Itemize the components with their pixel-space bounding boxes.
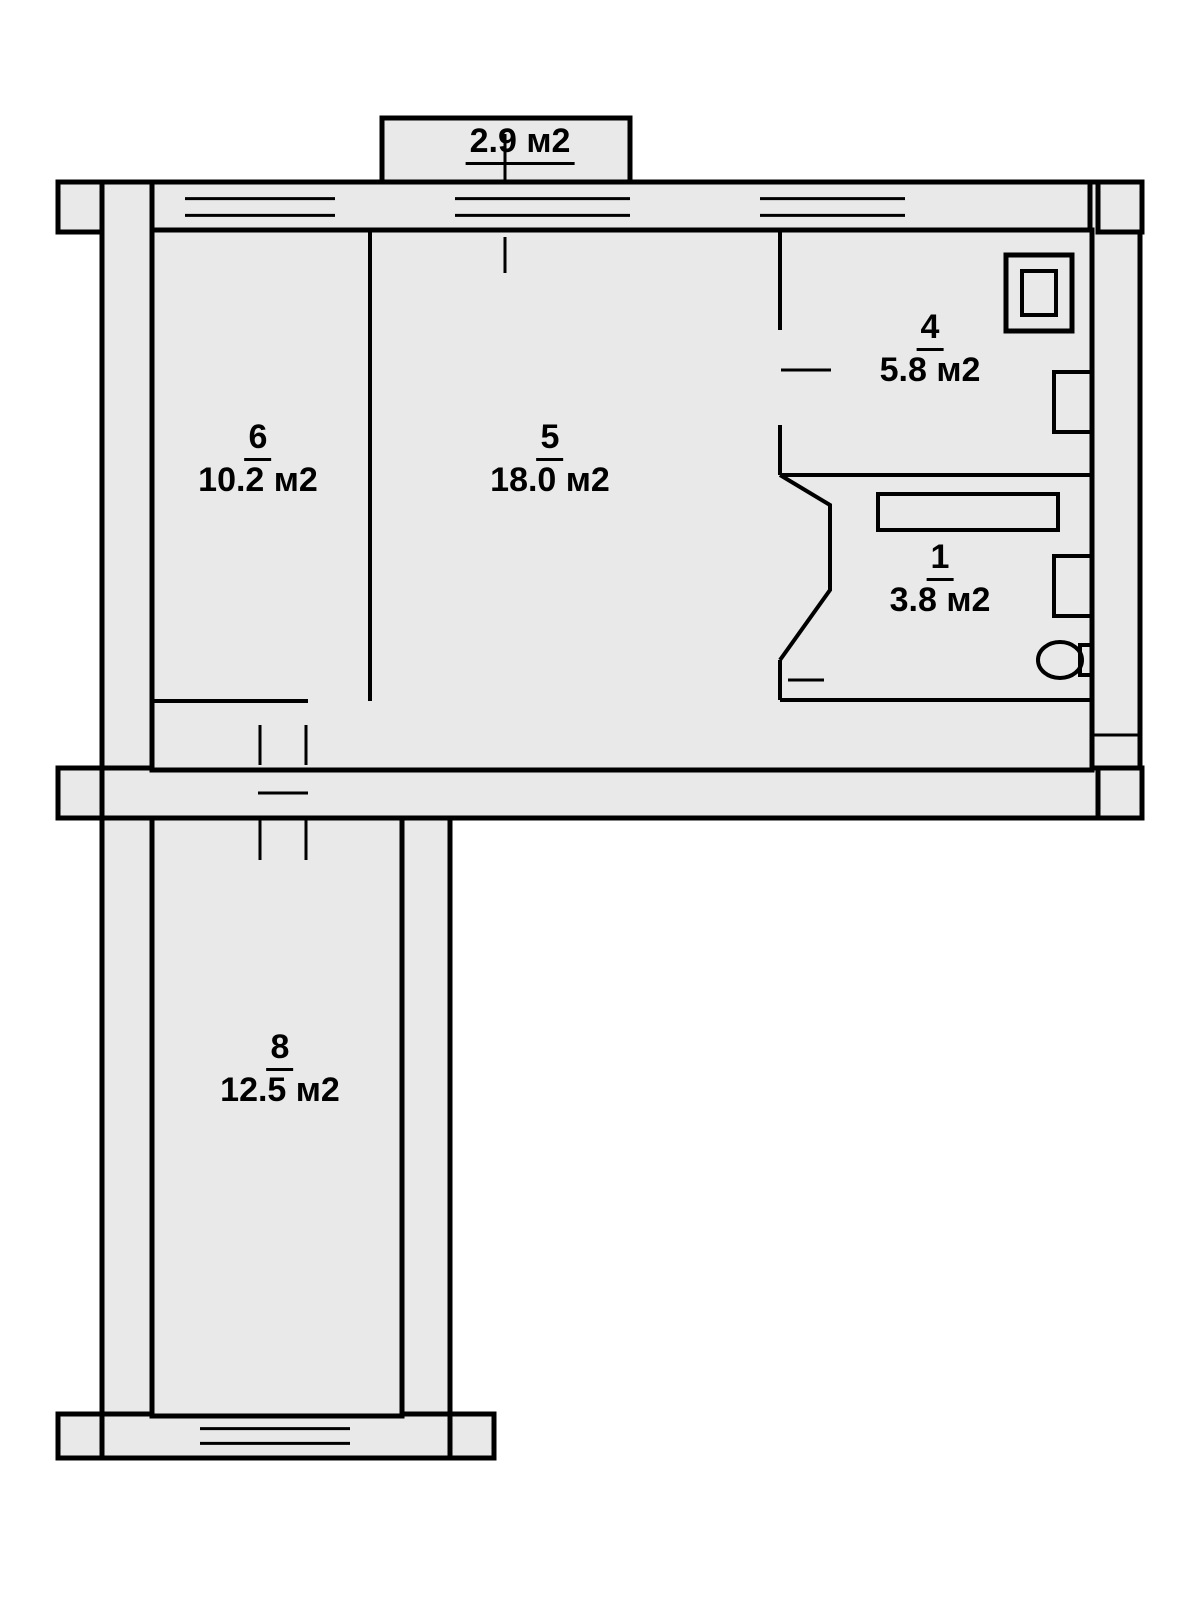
loose-label-text: 2.9 м2 [466, 124, 575, 165]
room-area: 5.8 м2 [880, 353, 981, 389]
upper-outerwall-bottom [58, 768, 1142, 818]
room-area: 10.2 м2 [198, 463, 318, 499]
lower-outerwall-right [400, 818, 450, 1458]
room-label-5: 518.0 м2 [490, 420, 610, 498]
upper-outerwall-right [1090, 182, 1140, 812]
room-id: 4 [917, 310, 944, 351]
room-label-6: 610.2 м2 [198, 420, 318, 498]
upper-pillar-bl [58, 768, 102, 818]
lower-outerwall-left [102, 818, 152, 1458]
room-id: 5 [537, 420, 564, 461]
room-label-4: 45.8 м2 [880, 310, 981, 388]
room-id: 1 [927, 540, 954, 581]
room-id: 8 [267, 1030, 294, 1071]
floor-plan-svg [0, 0, 1200, 1600]
upper-outerwall-top [58, 182, 1142, 232]
lower-pillar-bl [58, 1414, 102, 1458]
lower-pillar-br [450, 1414, 494, 1458]
floor-plan: { "canvas":{"w":1200,"h":1600,"unit":"px… [0, 0, 1200, 1600]
upper-pillar-br [1098, 768, 1142, 818]
room-area: 18.0 м2 [490, 463, 610, 499]
loose-label: 2.9 м2 [466, 124, 575, 165]
lower-interior [152, 818, 402, 1416]
room-label-1: 13.8 м2 [890, 540, 991, 618]
upper-pillar-right [1098, 182, 1142, 232]
room-area: 3.8 м2 [890, 583, 991, 619]
lower-outerwall-bottom [58, 1414, 494, 1458]
room-area: 12.5 м2 [220, 1073, 340, 1109]
room-label-8: 812.5 м2 [220, 1030, 340, 1108]
room-id: 6 [245, 420, 272, 461]
upper-pillar-left [58, 182, 102, 232]
upper-outerwall-left [102, 182, 152, 812]
